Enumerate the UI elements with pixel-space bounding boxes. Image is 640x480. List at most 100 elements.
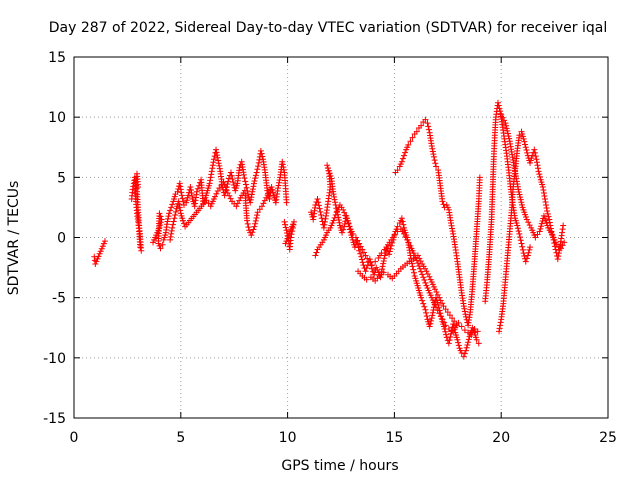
data-point bbox=[496, 328, 503, 335]
data-point bbox=[409, 263, 416, 270]
data-point bbox=[326, 170, 333, 177]
data-point bbox=[536, 171, 543, 178]
data-point bbox=[388, 242, 395, 249]
data-point bbox=[177, 207, 184, 214]
data-point bbox=[540, 189, 547, 196]
data-point bbox=[494, 99, 501, 106]
data-point bbox=[205, 200, 212, 207]
x-tick-label: 20 bbox=[492, 430, 510, 446]
data-point bbox=[209, 165, 216, 172]
data-point bbox=[423, 313, 430, 320]
y-tick-label: -5 bbox=[52, 291, 66, 307]
data-point bbox=[207, 174, 214, 181]
data-point bbox=[447, 333, 454, 340]
data-point bbox=[446, 312, 453, 319]
data-point bbox=[534, 231, 541, 238]
data-point bbox=[321, 221, 328, 228]
data-point bbox=[320, 224, 327, 231]
data-point bbox=[422, 279, 429, 286]
data-point bbox=[206, 180, 213, 187]
data-point bbox=[539, 183, 546, 190]
data-point bbox=[229, 175, 236, 182]
data-point bbox=[253, 169, 260, 176]
data-point bbox=[424, 120, 431, 127]
data-point bbox=[380, 260, 387, 267]
data-point bbox=[476, 174, 483, 181]
data-point bbox=[215, 160, 222, 167]
data-point bbox=[312, 252, 319, 259]
data-point bbox=[387, 245, 394, 252]
data-point bbox=[437, 313, 444, 320]
data-point bbox=[399, 218, 406, 225]
data-point bbox=[240, 171, 247, 178]
data-point bbox=[405, 239, 412, 246]
data-point bbox=[439, 316, 446, 323]
y-tick-label: 0 bbox=[57, 231, 66, 247]
data-point bbox=[428, 317, 435, 324]
data-point bbox=[433, 163, 440, 170]
data-point bbox=[259, 153, 266, 160]
data-point bbox=[546, 216, 553, 223]
data-point bbox=[169, 221, 176, 228]
data-point bbox=[279, 161, 286, 168]
data-point bbox=[428, 143, 435, 150]
data-point bbox=[368, 262, 375, 269]
data-point bbox=[418, 122, 425, 129]
data-point bbox=[97, 248, 104, 255]
data-point bbox=[495, 102, 502, 109]
data-point bbox=[241, 175, 248, 182]
data-point bbox=[176, 201, 183, 208]
data-point bbox=[363, 265, 370, 272]
data-point bbox=[244, 217, 251, 224]
data-point bbox=[515, 228, 522, 235]
data-point bbox=[344, 218, 351, 225]
data-point bbox=[213, 146, 220, 153]
data-point bbox=[401, 152, 408, 159]
data-point bbox=[421, 303, 428, 310]
data-point bbox=[172, 208, 179, 215]
data-point bbox=[543, 205, 550, 212]
data-point bbox=[236, 164, 243, 171]
data-point bbox=[465, 336, 472, 343]
data-point bbox=[473, 336, 480, 343]
data-point bbox=[465, 329, 472, 336]
data-point bbox=[175, 198, 182, 205]
data-point bbox=[545, 213, 552, 220]
data-point bbox=[544, 208, 551, 215]
data-point bbox=[517, 196, 524, 203]
data-point bbox=[214, 154, 221, 161]
data-point bbox=[430, 153, 437, 160]
data-point bbox=[354, 237, 361, 244]
data-point bbox=[100, 240, 107, 247]
data-point bbox=[527, 244, 534, 251]
data-point bbox=[543, 202, 550, 209]
data-point bbox=[283, 199, 290, 206]
data-point bbox=[210, 156, 217, 163]
data-point bbox=[330, 217, 337, 224]
data-point bbox=[179, 195, 186, 202]
data-point bbox=[207, 177, 214, 184]
data-point bbox=[518, 240, 525, 247]
data-point bbox=[506, 135, 513, 142]
data-point bbox=[532, 149, 539, 156]
data-point bbox=[498, 111, 505, 118]
y-tick-labels: -15 -10 -5 0 5 10 15 bbox=[43, 50, 66, 427]
data-point bbox=[541, 192, 548, 199]
data-point bbox=[93, 258, 100, 265]
data-point bbox=[502, 120, 509, 127]
data-point bbox=[324, 164, 331, 171]
data-point bbox=[533, 159, 540, 166]
data-point bbox=[410, 266, 417, 273]
data-point bbox=[92, 260, 99, 267]
data-point bbox=[377, 274, 384, 281]
data-point bbox=[389, 239, 396, 246]
data-point bbox=[537, 225, 544, 232]
data-point bbox=[210, 159, 217, 166]
data-point bbox=[166, 210, 173, 217]
data-point bbox=[363, 276, 370, 283]
data-point bbox=[518, 199, 525, 206]
data-point bbox=[526, 246, 533, 253]
data-point bbox=[227, 169, 234, 176]
data-point bbox=[381, 255, 388, 262]
data-point bbox=[434, 307, 441, 314]
